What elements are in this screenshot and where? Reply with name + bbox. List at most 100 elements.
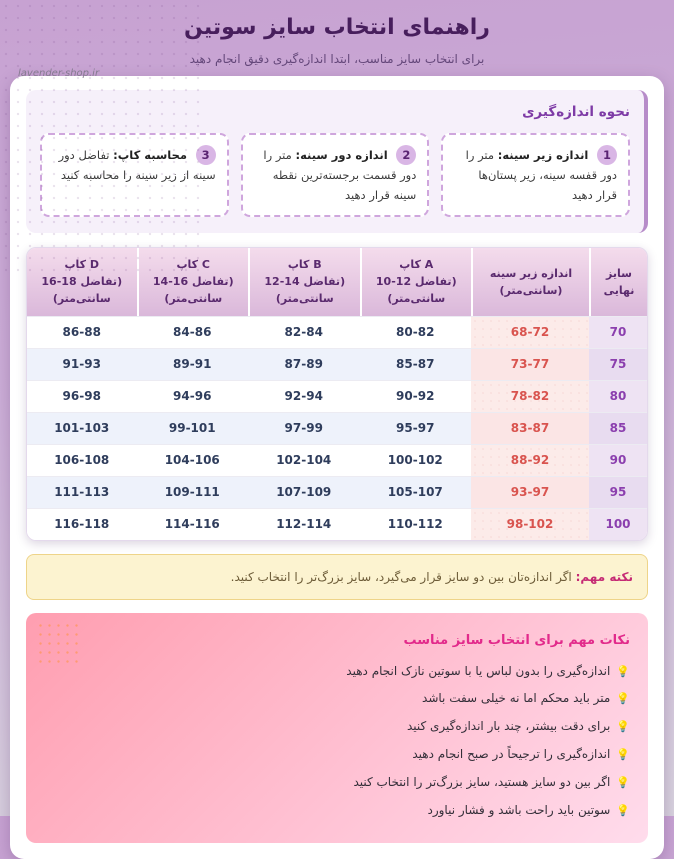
cup-a-cell: 95-97 bbox=[359, 411, 471, 444]
tips-heading: نکات مهم برای انتخاب سایز مناسب bbox=[403, 632, 630, 648]
cup-d-cell: 106-108 bbox=[27, 443, 137, 476]
step-card-1: 1 اندازه زیر سینه: متر را دور قفسه سینه،… bbox=[441, 133, 630, 218]
measurement-steps: 1 اندازه زیر سینه: متر را دور قفسه سینه،… bbox=[39, 133, 630, 218]
page-subtitle: برای انتخاب سایز مناسب، ابتدا اندازه‌گیر… bbox=[189, 52, 485, 66]
measurement-section: نحوه اندازه‌گیری 1 اندازه زیر سینه: متر … bbox=[26, 90, 648, 234]
cup-c-cell: 114-116 bbox=[136, 507, 248, 540]
underbust-cell: 78-82 bbox=[471, 379, 589, 412]
column-subtitle: (سانتی‌متر) bbox=[499, 283, 563, 297]
lightbulb-icon: 💡 bbox=[616, 748, 630, 762]
step-card-2: 2 اندازه دور سینه: متر را دور قسمت برجست… bbox=[240, 133, 430, 218]
step-text: متر را دور قسمت برجسته‌ترین نقطه سینه قر… bbox=[263, 148, 417, 203]
cup-a-cell: 100-102 bbox=[359, 443, 471, 476]
tip-item: 💡 برای دقت بیشتر، چند بار اندازه‌گیری کنی… bbox=[44, 718, 630, 735]
cup-c-cell: 104-106 bbox=[136, 443, 248, 476]
column-header-cup-d: کاپ D (تفاضل 18-16 سانتی‌متر) bbox=[27, 248, 137, 316]
cup-a-cell: 110-112 bbox=[359, 507, 471, 540]
cup-c-cell: 99-101 bbox=[136, 411, 248, 444]
step-label: اندازه دور سینه: bbox=[295, 148, 388, 162]
cup-a-cell: 85-87 bbox=[359, 347, 471, 380]
column-subtitle: (تفاضل 18-16 سانتی‌متر) bbox=[41, 275, 123, 306]
column-title: کاپ A bbox=[399, 258, 434, 272]
size-table-wrapper: سایز نهایی اندازه زیر سینه (سانتی‌متر) ک… bbox=[26, 247, 648, 541]
cup-d-cell: 96-98 bbox=[27, 379, 137, 412]
lightbulb-icon: 💡 bbox=[616, 664, 630, 678]
size-table: سایز نهایی اندازه زیر سینه (سانتی‌متر) ک… bbox=[27, 248, 647, 540]
tip-text: اگر بین دو سایز هستید، سایز بزرگ‌تر را ا… bbox=[353, 774, 611, 789]
column-title: سایز نهایی bbox=[603, 266, 635, 297]
cup-b-cell: 82-84 bbox=[248, 315, 360, 348]
cup-b-cell: 92-94 bbox=[248, 379, 360, 412]
cup-b-cell: 87-89 bbox=[248, 347, 360, 380]
table-row: 85 83-87 95-97 97-99 99-101 101-103 bbox=[27, 411, 647, 444]
tip-item: 💡 سوتین باید راحت باشد و فشار نیاورد bbox=[44, 802, 631, 819]
tip-item: 💡 اندازه‌گیری را ترجیحاً در صبح انجام دهی… bbox=[44, 746, 630, 763]
lightbulb-icon: 💡 bbox=[616, 692, 630, 706]
size-cell: 90 bbox=[589, 443, 647, 476]
column-subtitle: (تفاضل 16-14 سانتی‌متر) bbox=[152, 275, 234, 306]
step-label: محاسبه کاپ: bbox=[113, 148, 187, 162]
note-box: نکته مهم: اگر اندازه‌تان بین دو سایز قرا… bbox=[26, 553, 648, 600]
size-cell: 75 bbox=[589, 347, 647, 380]
cup-b-cell: 112-114 bbox=[248, 507, 360, 540]
underbust-cell: 93-97 bbox=[471, 475, 589, 508]
underbust-cell: 98-102 bbox=[471, 507, 589, 540]
measurement-heading: نحوه اندازه‌گیری bbox=[522, 104, 630, 120]
size-cell: 70 bbox=[589, 315, 647, 348]
underbust-cell: 73-77 bbox=[471, 347, 589, 380]
tip-text: متر باید محکم اما نه خیلی سفت باشد bbox=[422, 691, 611, 706]
page-header: راهنمای انتخاب سایز سوتین برای انتخاب سا… bbox=[0, 0, 674, 79]
column-title: کاپ B bbox=[287, 258, 322, 272]
cup-b-cell: 102-104 bbox=[248, 443, 360, 476]
cup-d-cell: 86-88 bbox=[27, 315, 137, 348]
note-label: نکته مهم: bbox=[575, 569, 633, 584]
tip-text: اندازه‌گیری را بدون لباس یا با سوتین ناز… bbox=[346, 663, 611, 678]
cup-c-cell: 94-96 bbox=[136, 379, 248, 412]
table-row: 100 98-102 110-112 112-114 114-116 116-1… bbox=[27, 507, 647, 540]
size-cell: 80 bbox=[589, 379, 647, 412]
cup-c-cell: 89-91 bbox=[136, 347, 248, 380]
step-number-badge: 2 bbox=[396, 145, 417, 165]
note-text: اگر اندازه‌تان بین دو سایز قرار می‌گیرد،… bbox=[230, 569, 572, 584]
page-title: راهنمای انتخاب سایز سوتین bbox=[184, 15, 490, 40]
size-cell: 100 bbox=[589, 507, 647, 540]
tip-item: 💡 اندازه‌گیری را بدون لباس یا با سوتین نا… bbox=[44, 663, 630, 680]
tip-item: 💡 متر باید محکم اما نه خیلی سفت باشد bbox=[44, 690, 630, 707]
tip-item: 💡 اگر بین دو سایز هستید، سایز بزرگ‌تر را … bbox=[44, 774, 630, 791]
cup-b-cell: 107-109 bbox=[248, 475, 360, 508]
step-number-badge: 3 bbox=[195, 145, 216, 165]
dots-decoration bbox=[36, 620, 82, 663]
column-header-underbust: اندازه زیر سینه (سانتی‌متر) bbox=[471, 248, 589, 316]
step-label: اندازه زیر سینه: bbox=[497, 148, 589, 162]
cup-d-cell: 101-103 bbox=[27, 411, 137, 444]
cup-a-cell: 90-92 bbox=[359, 379, 471, 412]
watermark: lavender-shop.ir bbox=[18, 68, 100, 79]
step-number-badge: 1 bbox=[597, 145, 617, 165]
tip-text: اندازه‌گیری را ترجیحاً در صبح انجام دهید bbox=[412, 747, 611, 762]
cup-b-cell: 97-99 bbox=[248, 411, 360, 444]
table-row: 75 73-77 85-87 87-89 89-91 91-93 bbox=[27, 347, 647, 380]
size-table-header-row: سایز نهایی اندازه زیر سینه (سانتی‌متر) ک… bbox=[27, 248, 647, 316]
column-subtitle: (تفاضل 12-10 سانتی‌متر) bbox=[375, 275, 457, 306]
main-card: نحوه اندازه‌گیری 1 اندازه زیر سینه: متر … bbox=[10, 76, 664, 859]
cup-c-cell: 109-111 bbox=[136, 475, 248, 508]
cup-d-cell: 91-93 bbox=[27, 347, 137, 380]
tips-section: نکات مهم برای انتخاب سایز مناسب 💡 اندازه‌… bbox=[26, 612, 648, 843]
cup-a-cell: 80-82 bbox=[359, 315, 471, 348]
lightbulb-icon: 💡 bbox=[616, 775, 630, 789]
cup-d-cell: 116-118 bbox=[27, 507, 137, 540]
column-subtitle: (تفاضل 14-12 سانتی‌متر) bbox=[264, 275, 346, 306]
table-row: 80 78-82 90-92 92-94 94-96 96-98 bbox=[27, 379, 647, 412]
cup-d-cell: 111-113 bbox=[27, 475, 137, 508]
column-header-cup-a: کاپ A (تفاضل 12-10 سانتی‌متر) bbox=[359, 248, 471, 316]
table-row: 70 68-72 80-82 82-84 84-86 86-88 bbox=[27, 315, 647, 348]
column-header-cup-c: کاپ C (تفاضل 16-14 سانتی‌متر) bbox=[136, 248, 248, 316]
column-title: کاپ C bbox=[176, 258, 211, 272]
underbust-cell: 83-87 bbox=[471, 411, 589, 444]
size-cell: 95 bbox=[589, 475, 647, 508]
lightbulb-icon: 💡 bbox=[616, 803, 630, 817]
column-title: کاپ D bbox=[64, 258, 100, 272]
underbust-cell: 68-72 bbox=[471, 315, 589, 348]
tip-text: برای دقت بیشتر، چند بار اندازه‌گیری کنید bbox=[406, 719, 611, 734]
lightbulb-icon: 💡 bbox=[616, 720, 630, 734]
